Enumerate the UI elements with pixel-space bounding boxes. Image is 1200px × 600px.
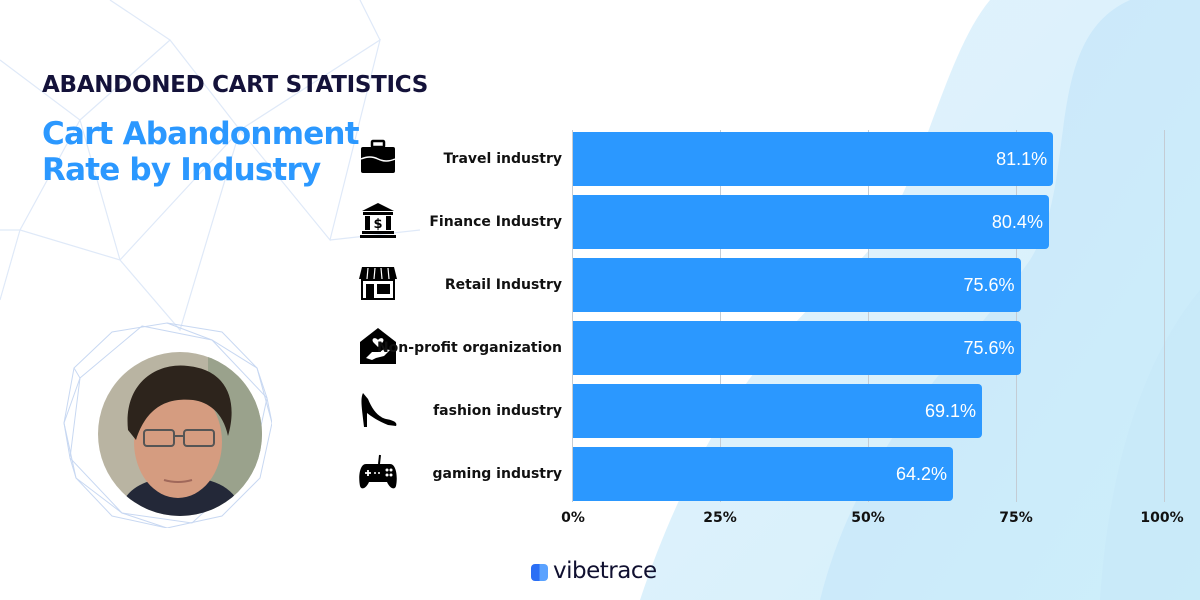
x-tick-75: 75%: [999, 510, 1033, 526]
y-axis-line: [572, 130, 573, 502]
person-photo-icon: [98, 352, 262, 516]
bar-value-label: 69.1%: [925, 401, 977, 421]
bar[interactable]: 75.6%: [573, 321, 1021, 375]
vibetrace-logo-icon: [531, 564, 548, 581]
category-label: Travel industry: [443, 151, 562, 167]
bar[interactable]: 69.1%: [573, 384, 983, 438]
grid-line-100: [1164, 130, 1165, 502]
avatar-container: [62, 318, 272, 528]
storefront-icon: [358, 263, 398, 303]
category-label: Non-profit organization: [376, 340, 562, 356]
bar[interactable]: 75.6%: [573, 258, 1021, 312]
gamepad-icon: [358, 452, 398, 492]
bar[interactable]: 81.1%: [573, 132, 1054, 186]
bar[interactable]: 64.2%: [573, 447, 954, 501]
category-label: Finance Industry: [429, 214, 562, 230]
category-label: Retail Industry: [444, 277, 562, 293]
bar-value-label: 75.6%: [963, 275, 1015, 295]
avatar: [98, 352, 262, 516]
category-label: fashion industry: [433, 403, 562, 419]
grid-line-25: [720, 130, 721, 502]
x-tick-100: 100%: [1140, 510, 1184, 526]
bar-value-label: 64.2%: [896, 464, 948, 484]
eyebrow-heading: ABANDONED CART STATISTICS: [42, 72, 429, 98]
bank-icon: $: [358, 200, 398, 240]
brand-logo: vibetrace: [531, 558, 657, 584]
bar-value-label: 81.1%: [996, 149, 1048, 169]
briefcase-icon: [358, 137, 398, 177]
grid-line-50: [868, 130, 869, 502]
polygon-frame-icon: [63, 322, 272, 528]
high-heel-icon: [358, 389, 398, 429]
bar-value-label: 75.6%: [963, 338, 1015, 358]
x-tick-0: 0%: [561, 510, 585, 526]
svg-text:$: $: [373, 217, 382, 232]
x-tick-50: 50%: [851, 510, 885, 526]
bar-value-label: 80.4%: [991, 212, 1043, 232]
chart-title: Cart Abandonment Rate by Industry: [42, 116, 360, 188]
x-tick-25: 25%: [703, 510, 737, 526]
grid-line-75: [1016, 130, 1017, 502]
category-label: gaming industry: [432, 466, 562, 482]
charity-house-icon: [358, 326, 398, 366]
bar[interactable]: 80.4%: [573, 195, 1049, 249]
brand-name: vibetrace: [553, 558, 657, 584]
